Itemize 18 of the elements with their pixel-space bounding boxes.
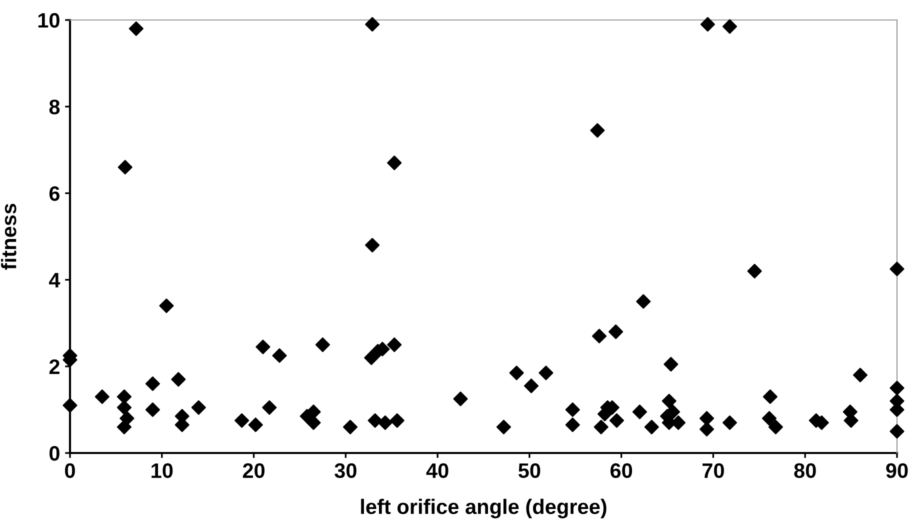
x-tick-label: 60	[610, 463, 632, 478]
x-tick-label: 90	[886, 463, 908, 478]
x-tick-label: 50	[518, 463, 540, 478]
x-tick-label: 40	[426, 463, 448, 478]
x-tick-label: 30	[334, 463, 356, 478]
y-tick-label: 6	[49, 186, 60, 201]
x-tick-label: 10	[152, 463, 173, 478]
x-tick-label: 80	[794, 463, 816, 478]
y-tick-label: 10	[38, 13, 60, 28]
x-tick-label: 20	[242, 463, 265, 478]
y-tick-label: 0	[50, 446, 60, 461]
y-tick-label: 4	[49, 273, 60, 288]
y-axis-title: fitness	[1, 204, 16, 270]
x-axis-title: left orifice angle (degree)	[361, 498, 606, 518]
x-tick-label: 0	[65, 463, 75, 478]
y-tick-label: 2	[49, 359, 60, 374]
y-tick-label: 8	[49, 100, 60, 114]
x-tick-label: 70	[702, 463, 724, 478]
